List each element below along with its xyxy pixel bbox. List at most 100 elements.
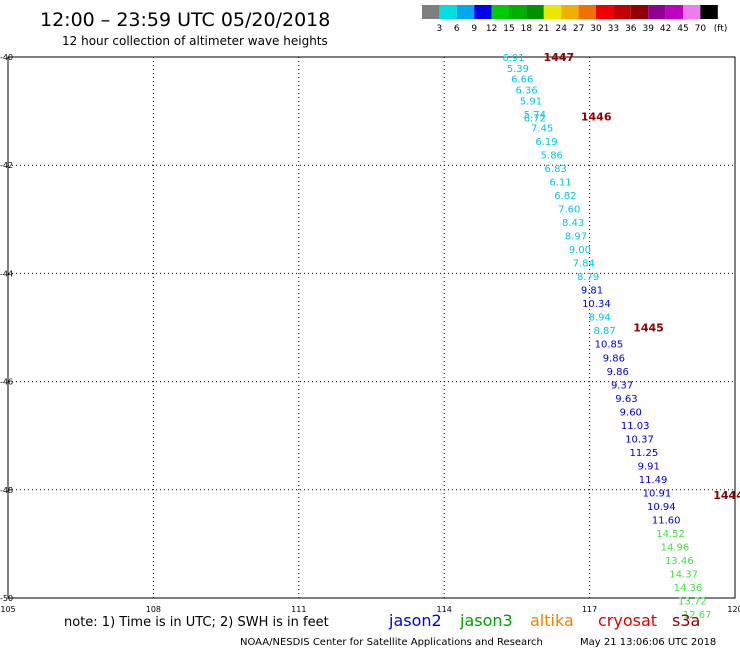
wave-height-point: 6.91 (502, 53, 524, 64)
legend-bin-label: 3 (437, 24, 443, 34)
wave-height-point: 5.91 (520, 96, 542, 107)
x-tick-labels: 105 108 111 114 117 120 (0, 605, 740, 614)
x-tick-label: 120 (727, 605, 740, 614)
wave-height-point: 6.72 (524, 114, 546, 125)
legend-swatch (509, 5, 527, 19)
wave-height-point: 10.37 (625, 434, 654, 445)
wave-height-point: 14.36 (674, 583, 703, 594)
satellite-altika: altika (530, 611, 574, 630)
legend-bin-label: 21 (538, 24, 549, 34)
chart-subtitle: 12 hour collection of altimeter wave hei… (62, 34, 328, 48)
y-tick-label: -46 (0, 378, 13, 387)
wave-height-point: 6.83 (545, 164, 567, 175)
legend-bin-label: 12 (486, 24, 497, 34)
legend-bin-label: 39 (642, 24, 654, 34)
legend-swatch (648, 5, 666, 19)
wave-height-point: 11.60 (652, 516, 681, 527)
time-label: 1447 (544, 51, 575, 64)
wave-height-point: 14.52 (656, 529, 685, 540)
wave-height-point: 7.84 (573, 259, 595, 270)
satellite-cryosat: cryosat (598, 611, 657, 630)
legend-bin-label: 70 (695, 24, 707, 34)
wave-height-point: 10.34 (582, 299, 611, 310)
time-label: 1445 (633, 322, 664, 335)
chart-title: 12:00 – 23:59 UTC 05/20/2018 (40, 9, 330, 31)
legend-bin-label: 42 (660, 24, 671, 34)
wave-height-point: 8.79 (577, 272, 599, 283)
y-tick-label: -42 (0, 161, 13, 170)
legend-swatch (491, 5, 509, 19)
wave-height-point: 8.43 (562, 218, 584, 229)
wave-height-point: 9.60 (620, 407, 642, 418)
wave-height-point: 8.87 (593, 326, 615, 337)
wave-height-point: 11.49 (639, 475, 668, 486)
satellite-jason2: jason2 (388, 611, 442, 630)
plot-area (7, 56, 736, 599)
wave-height-point: 9.63 (615, 394, 637, 405)
y-tick-label: -50 (0, 594, 13, 603)
legend-swatch (439, 5, 457, 19)
wave-height-point: 7.45 (531, 123, 553, 134)
plot-frame (7, 56, 736, 599)
y-tick-label: -48 (0, 486, 13, 495)
legend-swatch (683, 5, 701, 19)
wave-height-point: 7.60 (558, 204, 580, 215)
wave-height-point: 6.82 (554, 191, 576, 202)
x-tick-label: 114 (437, 605, 452, 614)
legend-swatch (665, 5, 683, 19)
time-label: 1446 (581, 111, 612, 124)
wave-height-point: 9.86 (607, 367, 629, 378)
legend-swatch (543, 5, 562, 19)
wave-height-point: 9.81 (581, 286, 603, 297)
wave-height-point: 11.25 (630, 448, 659, 459)
x-tick-label: 108 (146, 605, 161, 614)
x-tick-label: 105 (0, 605, 15, 614)
satellite-jason3: jason3 (459, 611, 513, 630)
y-tick-labels: -40 -42 -44 -46 -48 -50 (0, 53, 13, 603)
x-tick-label: 117 (582, 605, 597, 614)
legend-bin-label: 15 (503, 24, 514, 34)
wave-height-point: 9.00 (569, 245, 591, 256)
footer-timestamp: May 21 13:06:06 UTC 2018 (580, 637, 716, 648)
wave-height-point: 9.91 (638, 461, 660, 472)
wave-height-point: 9.37 (611, 380, 633, 391)
wave-height-point: 13.72 (678, 597, 707, 608)
wave-height-point: 13.46 (665, 556, 694, 567)
x-tick-label: 111 (291, 605, 306, 614)
legend-swatch (561, 5, 579, 19)
y-tick-label: -44 (0, 269, 13, 278)
footer-note: note: 1) Time is in UTC; 2) SWH is in fe… (64, 615, 329, 630)
legend-swatch (456, 5, 475, 19)
legend-bin-label: 33 (608, 24, 619, 34)
wave-height-point: 10.85 (595, 340, 624, 351)
wave-height-point: 10.91 (643, 489, 672, 500)
legend-swatch (613, 5, 631, 19)
wave-height-point: 5.39 (507, 64, 529, 75)
legend-bin-label: 36 (625, 24, 637, 34)
legend-bin-label: 6 (454, 24, 460, 34)
wave-height-point: 6.11 (549, 177, 571, 188)
wave-height-point: 8.97 (565, 232, 587, 243)
legend-bin-label: 9 (471, 24, 477, 34)
wave-height-point: 5.74 (524, 110, 546, 121)
legend-bin-label: 18 (521, 24, 533, 34)
wave-height-point: 5.86 (541, 150, 563, 161)
legend-bin-label: 24 (555, 24, 567, 34)
legend-bin-label: 30 (590, 24, 602, 34)
wave-height-point: 14.37 (669, 570, 698, 581)
data-marks: 6.915.396.666.365.91 5.746.727.45 6.19 5.86… (502, 51, 740, 621)
legend-swatch (422, 5, 440, 19)
legend-swatch (578, 5, 596, 19)
wave-height-point: 9.86 (603, 353, 625, 364)
wave-height-point: 11.03 (621, 421, 650, 432)
legend-unit: (ft) (714, 24, 728, 34)
y-tick-label: -40 (0, 53, 13, 62)
footer-credit: NOAA/NESDIS Center for Satellite Applica… (240, 637, 543, 648)
legend-swatch (526, 5, 544, 19)
legend-swatch (474, 5, 492, 19)
legend-bin-label: 45 (677, 24, 688, 34)
wave-height-point: 12.67 (683, 610, 712, 621)
wave-height-point: 6.36 (515, 85, 537, 96)
wave-height-point: 14.96 (661, 543, 690, 554)
